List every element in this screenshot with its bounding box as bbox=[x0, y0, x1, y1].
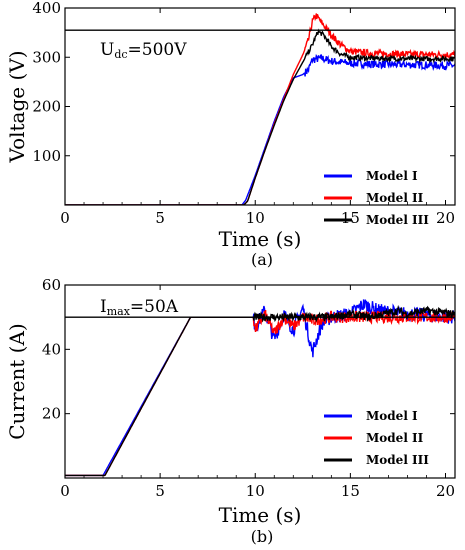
panel-label: (a) bbox=[251, 250, 273, 269]
y-tick-label: 60 bbox=[42, 276, 61, 294]
x-tick-label: 5 bbox=[155, 482, 165, 500]
legend-label: Model I bbox=[366, 409, 418, 423]
x-tick-label: 0 bbox=[60, 209, 70, 227]
limit-annotation: Imax=50A bbox=[100, 297, 179, 318]
legend: Model I Model II Model III bbox=[324, 169, 429, 227]
x-tick-label: 10 bbox=[246, 209, 265, 227]
y-axis-label: Voltage (V) bbox=[5, 50, 29, 163]
y-tick-label: 100 bbox=[32, 147, 61, 165]
plot-frame bbox=[64, 284, 456, 479]
x-tick-label: 0 bbox=[60, 482, 70, 500]
series-line-model-ii bbox=[65, 309, 455, 477]
x-tick-label: 15 bbox=[341, 482, 360, 500]
y-tick-label: 400 bbox=[32, 0, 61, 17]
series-line-model-i bbox=[65, 53, 455, 205]
x-tick-label: 20 bbox=[436, 209, 455, 227]
x-tick-label: 10 bbox=[246, 482, 265, 500]
y-tick-label: 200 bbox=[32, 98, 61, 116]
legend-label: Model II bbox=[366, 431, 424, 445]
y-tick-label: 300 bbox=[32, 48, 61, 66]
legend-label: Model III bbox=[366, 453, 429, 467]
legend: Model I Model II Model III bbox=[324, 409, 429, 467]
x-axis-label: Time (s) bbox=[219, 503, 302, 527]
legend-label: Model I bbox=[366, 169, 418, 183]
chart-panel-b: 0 5 10 15 20 20 40 60 Time (s) Current (A) (b) Imax… bbox=[5, 276, 456, 546]
x-tick-label: 15 bbox=[341, 209, 360, 227]
series-line-model-i bbox=[65, 299, 455, 477]
limit-annotation: Udc=500V bbox=[100, 40, 187, 61]
x-tick-label: 5 bbox=[155, 209, 165, 227]
legend-label: Model II bbox=[366, 191, 424, 205]
plot-area bbox=[65, 13, 455, 205]
chart-panel-a: 0 5 10 15 20 100 200 300 400 Time (s) Voltage (V) (… bbox=[5, 0, 456, 269]
y-tick-label: 20 bbox=[42, 405, 61, 423]
y-tick-label: 40 bbox=[42, 340, 61, 358]
plot-area bbox=[65, 299, 455, 477]
legend-label: Model III bbox=[366, 213, 429, 227]
y-axis-label: Current (A) bbox=[5, 323, 29, 439]
panel-label: (b) bbox=[251, 527, 274, 546]
x-tick-label: 20 bbox=[436, 482, 455, 500]
x-axis-label: Time (s) bbox=[219, 227, 302, 251]
series-line-model-iii bbox=[65, 304, 455, 477]
series-line-model-iii bbox=[65, 28, 455, 205]
